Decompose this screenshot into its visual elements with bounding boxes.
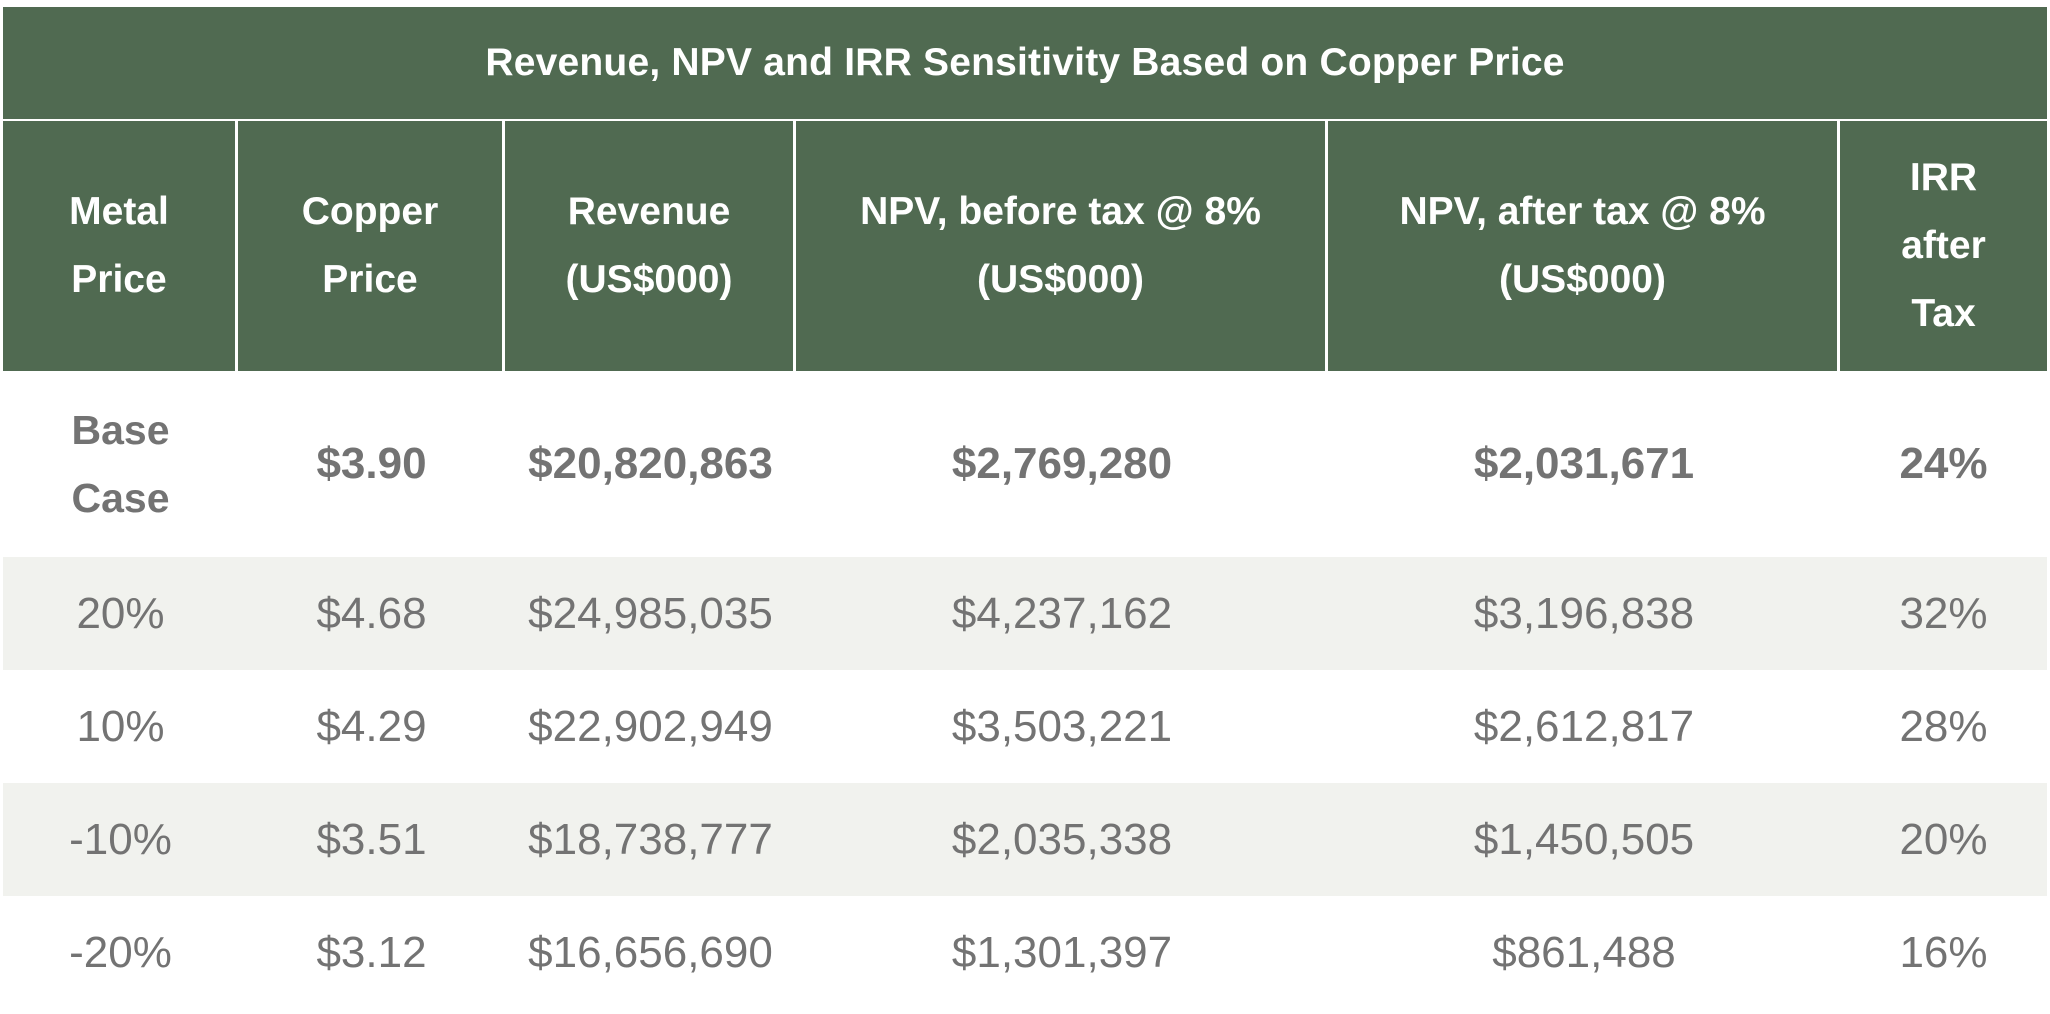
cell-metal-price: -20% — [69, 927, 172, 977]
cell-npv-after-tax: $2,612,817 — [1473, 701, 1695, 751]
table-header-row: Metal Price Copper Price Revenue (US$000… — [3, 121, 2047, 371]
cell-copper-price: $4.68 — [316, 588, 427, 638]
header-metal-price: Metal Price — [3, 121, 238, 371]
table-row: 20% $4.68 $24,985,035 $4,237,162 $3,196,… — [3, 557, 2047, 670]
cell-irr-after-tax: 24% — [1899, 439, 1988, 488]
cell-metal-price: 20% — [76, 588, 165, 638]
cell-irr-after-tax: 20% — [1899, 814, 1988, 864]
table-row-base-case: Base Case $3.90 $20,820,863 $2,769,280 $… — [3, 371, 2047, 557]
table-title-bar: Revenue, NPV and IRR Sensitivity Based o… — [3, 7, 2047, 119]
cell-irr-after-tax: 16% — [1899, 927, 1988, 977]
cell-npv-before-tax: $4,237,162 — [951, 588, 1173, 638]
cell-npv-before-tax: $2,035,338 — [951, 814, 1173, 864]
cell-copper-price: $3.51 — [316, 814, 427, 864]
table-row: -10% $3.51 $18,738,777 $2,035,338 $1,450… — [3, 783, 2047, 896]
cell-revenue: $18,738,777 — [528, 814, 773, 864]
cell-irr-after-tax: 28% — [1899, 701, 1988, 751]
cell-npv-after-tax: $861,488 — [1492, 927, 1676, 977]
cell-copper-price: $4.29 — [316, 701, 427, 751]
header-irr-after-tax: IRR after Tax — [1840, 121, 2047, 371]
table-title: Revenue, NPV and IRR Sensitivity Based o… — [485, 41, 1565, 84]
cell-npv-before-tax: $2,769,280 — [951, 439, 1173, 488]
cell-metal-price: Base Case — [71, 407, 170, 521]
cell-npv-before-tax: $3,503,221 — [951, 701, 1173, 751]
header-copper-price: Copper Price — [238, 121, 505, 371]
cell-irr-after-tax: 32% — [1899, 588, 1988, 638]
cell-revenue: $16,656,690 — [528, 927, 773, 977]
cell-npv-before-tax: $1,301,397 — [951, 927, 1173, 977]
cell-copper-price: $3.90 — [316, 439, 427, 488]
cell-metal-price: 10% — [76, 701, 165, 751]
header-npv-before-tax: NPV, before tax @ 8% (US$000) — [796, 121, 1328, 371]
cell-revenue: $22,902,949 — [528, 701, 773, 751]
cell-npv-after-tax: $1,450,505 — [1473, 814, 1695, 864]
table-row: 10% $4.29 $22,902,949 $3,503,221 $2,612,… — [3, 670, 2047, 783]
table-body: Base Case $3.90 $20,820,863 $2,769,280 $… — [3, 371, 2047, 1009]
header-revenue: Revenue (US$000) — [505, 121, 796, 371]
cell-npv-after-tax: $3,196,838 — [1473, 588, 1695, 638]
cell-npv-after-tax: $2,031,671 — [1473, 439, 1695, 488]
cell-revenue: $24,985,035 — [528, 588, 773, 638]
cell-metal-price: -10% — [69, 814, 172, 864]
header-npv-after-tax: NPV, after tax @ 8% (US$000) — [1328, 121, 1840, 371]
cell-revenue: $20,820,863 — [528, 439, 773, 488]
table-row: -20% $3.12 $16,656,690 $1,301,397 $861,4… — [3, 896, 2047, 1009]
cell-copper-price: $3.12 — [316, 927, 427, 977]
